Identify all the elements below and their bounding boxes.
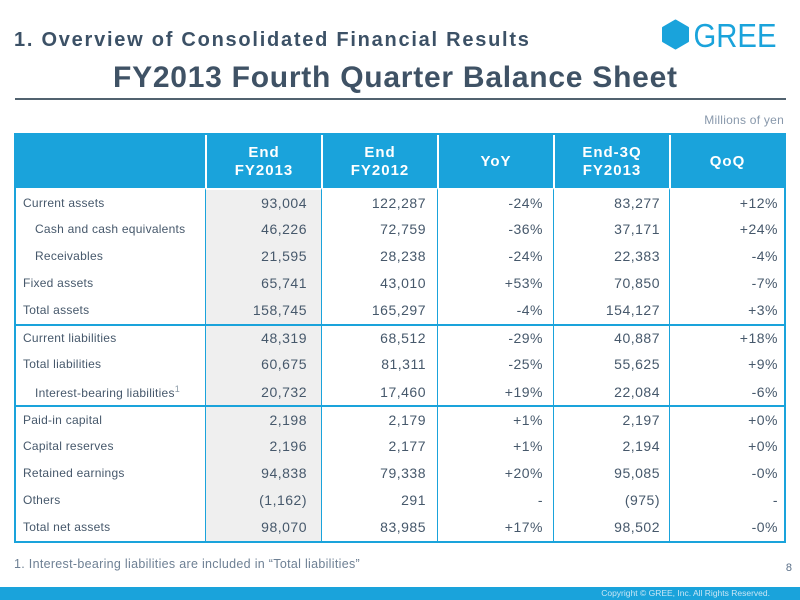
svg-text:GREE: GREE [694, 18, 777, 54]
